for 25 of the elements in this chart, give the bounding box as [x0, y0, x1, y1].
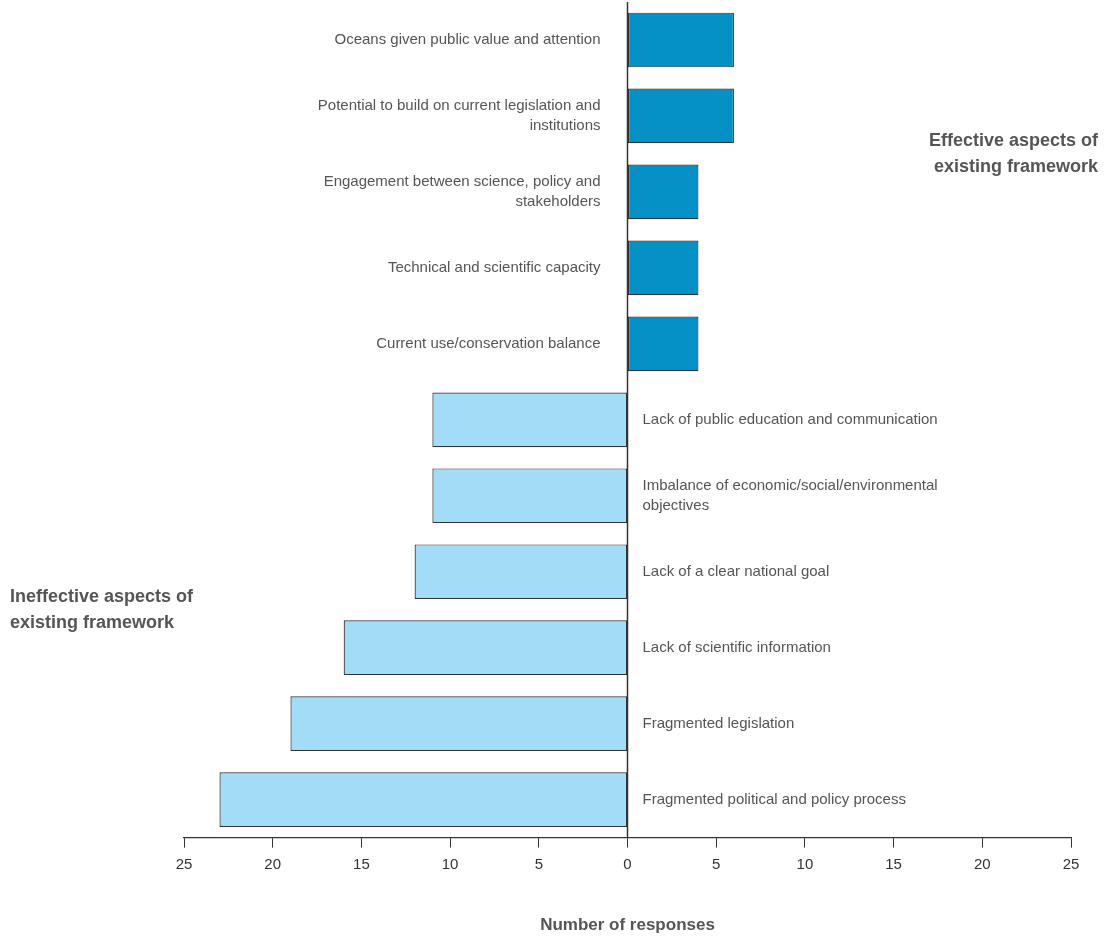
- x-tick-label: 15: [885, 854, 902, 872]
- x-tick-label: 20: [973, 854, 991, 872]
- x-tick-label: 5: [534, 854, 543, 872]
- annotation: Ineffective aspects of existing framework: [10, 585, 195, 632]
- y-tick-label: Potential to build on current legislation and institutions: [317, 96, 601, 134]
- x-tick-label: 10: [796, 854, 814, 872]
- x-tick-label: 10: [441, 854, 459, 872]
- x-tick-label: 15: [353, 854, 370, 872]
- annotation: Effective aspects of existing framework: [928, 129, 1099, 176]
- y-tick-label: Oceans given public value and attention: [334, 30, 601, 48]
- y-tick-label: Imbalance of economic/social/environmental objectives: [642, 475, 938, 513]
- x-axis-title: Number of responses: [540, 915, 715, 935]
- y-tick-label: Current use/conservation balance: [376, 333, 601, 351]
- y-tick-label: Engagement between science, policy and stakeholders: [323, 172, 601, 210]
- y-tick-label: Lack of scientific information: [642, 637, 831, 655]
- y-tick-label: Technical and scientific capacity: [387, 258, 601, 276]
- y-tick-label: Fragmented legislation: [642, 713, 795, 731]
- x-tick-label: 25: [175, 854, 193, 872]
- x-tick-label: 5: [712, 854, 721, 872]
- y-tick-label: Lack of a clear national goal: [642, 561, 830, 579]
- x-tick-label: 20: [264, 854, 282, 872]
- x-tick-label: 0: [623, 854, 632, 872]
- x-tick-label: 25: [1062, 854, 1080, 872]
- y-tick-label: Fragmented political and policy process: [642, 789, 906, 807]
- y-tick-label: Lack of public education and communication: [642, 409, 938, 427]
